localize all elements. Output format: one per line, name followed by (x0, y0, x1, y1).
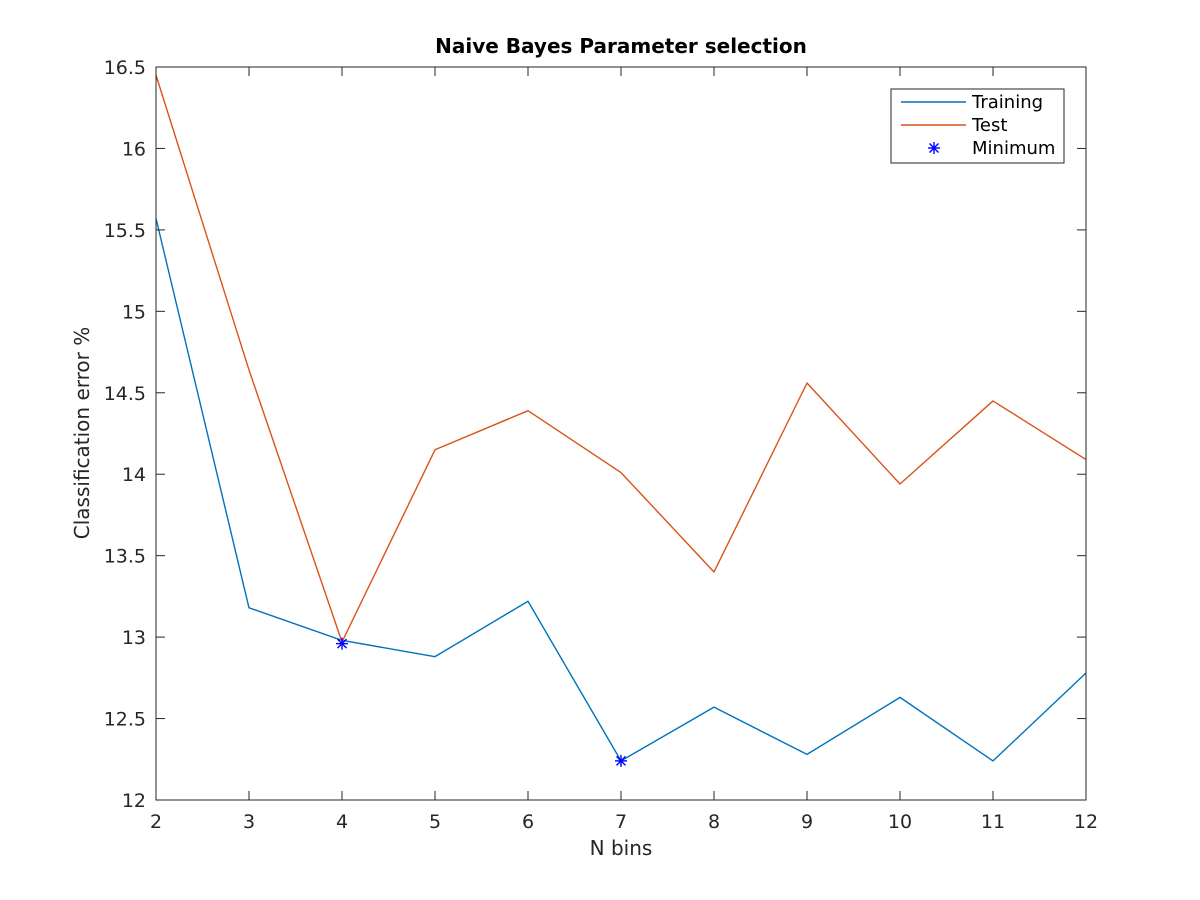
series-line-test (155, 74, 1087, 643)
legend-label-training: Training (971, 92, 1043, 113)
x-tick-label: 6 (522, 811, 534, 833)
x-tick-label: 4 (336, 811, 348, 833)
y-tick-label: 15 (122, 301, 146, 323)
y-tick-label: 15.5 (104, 220, 146, 242)
y-tick-label: 13 (122, 627, 146, 649)
x-tick-label: 2 (150, 811, 162, 833)
chart-title: Naive Bayes Parameter selection (435, 34, 807, 58)
x-tick-label: 11 (981, 811, 1005, 833)
legend-label-test: Test (971, 115, 1007, 136)
x-tick-label: 3 (243, 811, 255, 833)
legend-swatch-minimum (928, 142, 940, 154)
y-tick-label: 16 (122, 138, 146, 160)
y-axis-label: Classification error % (70, 327, 94, 539)
y-tick-label: 14.5 (104, 383, 146, 405)
x-tick-label: 9 (801, 811, 813, 833)
x-tick-label: 10 (888, 811, 912, 833)
y-tick-label: 12 (122, 790, 146, 812)
x-tick-label: 8 (708, 811, 720, 833)
y-tick-label: 13.5 (104, 546, 146, 568)
x-axis-label: N bins (590, 836, 653, 860)
y-tick-label: 14 (122, 464, 146, 486)
y-tick-label: 16.5 (104, 57, 146, 79)
x-tick-label: 12 (1074, 811, 1098, 833)
x-tick-label: 5 (429, 811, 441, 833)
minimum-marker-1 (615, 754, 627, 767)
y-tick-label: 12.5 (104, 709, 146, 731)
axes-background (156, 67, 1086, 800)
plot-area: 2 3 4 5 6 7 8 9 10 11 12 12 12.5 13 13.5 14 14.5 15 15.5 16… (104, 57, 1098, 833)
minimum-marker-0 (336, 637, 348, 650)
legend-label-minimum: Minimum (972, 138, 1055, 159)
x-tick-label: 7 (615, 811, 627, 833)
